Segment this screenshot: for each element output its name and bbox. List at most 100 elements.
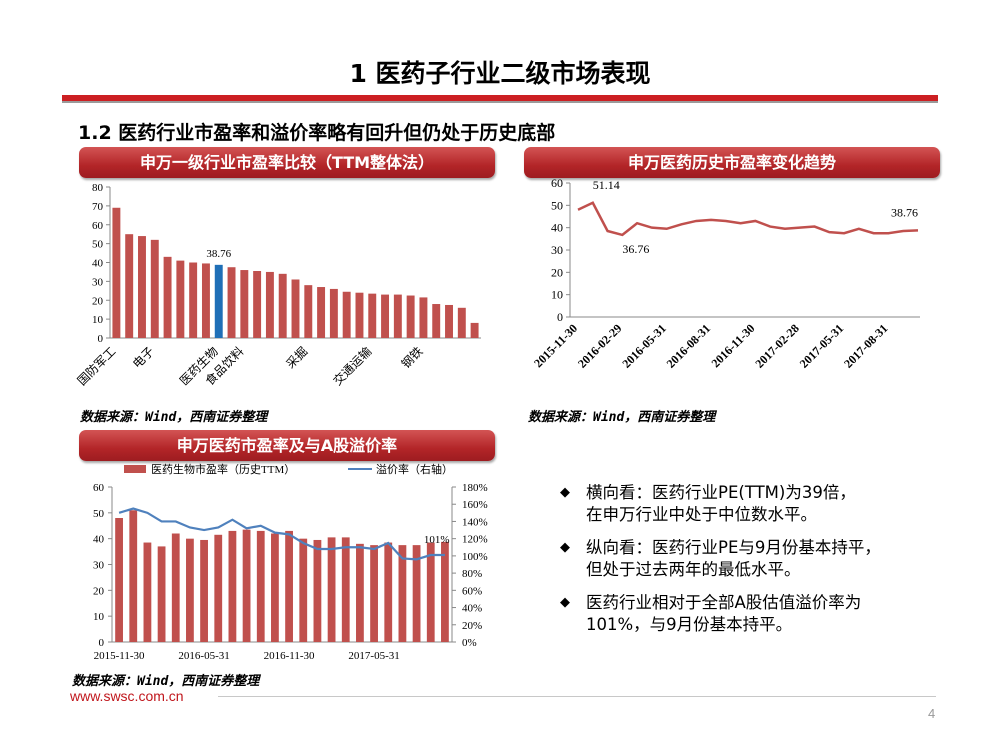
y-tick-label: 50 [551, 198, 563, 212]
footer-url-link[interactable]: www.swsc.com.cn [70, 688, 184, 704]
y-tick-label: 10 [92, 314, 104, 326]
y2-tick-label: 120% [462, 534, 488, 546]
bar [214, 264, 223, 338]
data-label: 38.76 [891, 205, 918, 219]
y-tick-label: 20 [93, 585, 105, 597]
legend-label: 医药生物市盈率（历史TTM） [151, 462, 295, 476]
bullet-line: 但处于过去两年的最低水平。 [586, 560, 801, 579]
bar [176, 260, 185, 338]
category-label: 国防军工 [74, 344, 119, 389]
y2-tick-label: 60% [462, 585, 482, 597]
bar [406, 295, 415, 338]
bar [240, 270, 249, 338]
bar [265, 271, 274, 338]
bar [368, 293, 377, 338]
bar [163, 256, 172, 338]
diamond-bullet-icon: ◆ [560, 595, 570, 610]
page-number: 4 [928, 706, 936, 721]
bar [285, 530, 293, 642]
bar [370, 545, 378, 642]
pe-trend-line [577, 201, 919, 237]
y-tick-label: 60 [551, 176, 563, 190]
section-subtitle: 1.2 医药行业市盈率和溢价率略有回升但仍处于历史底部 [78, 122, 556, 144]
y-tick-label: 30 [93, 560, 105, 572]
bar [393, 294, 402, 338]
bar [317, 287, 326, 338]
legend-swatch-bar [124, 465, 146, 473]
y2-tick-label: 100% [462, 551, 488, 563]
y-tick-label: 40 [92, 258, 104, 270]
title-accent-shadow [62, 101, 938, 103]
x-tick-label: 2017-05-31 [797, 321, 846, 370]
page-title: 1 医药子行业二级市场表现 [349, 59, 651, 88]
bar [125, 234, 134, 338]
category-label: 钢铁 [399, 344, 426, 371]
bar [150, 239, 159, 338]
y-tick-label: 50 [93, 508, 105, 520]
y2-tick-label: 40% [462, 603, 482, 615]
bar [157, 546, 166, 642]
bar [112, 207, 121, 338]
bar [432, 304, 441, 338]
bullet-line: 在申万行业中处于中位数水平。 [586, 505, 817, 524]
y-tick-label: 0 [98, 333, 104, 345]
category-label: 交通运输 [330, 344, 375, 389]
y-tick-label: 0 [557, 310, 563, 324]
y-tick-label: 0 [99, 637, 105, 649]
x-tick-label: 2017-08-31 [841, 321, 890, 370]
y-tick-label: 30 [551, 243, 563, 257]
y2-tick-label: 140% [462, 516, 488, 528]
data-label: 101% [424, 534, 450, 546]
bar [355, 292, 364, 338]
bar [256, 530, 265, 642]
source-note-2: 数据来源：Wind，西南证券整理 [528, 410, 716, 425]
bar [115, 518, 123, 642]
bar [200, 539, 208, 642]
bar [214, 534, 223, 642]
bar [201, 263, 210, 338]
bar [189, 262, 198, 338]
bullet-line: 纵向看：医药行业PE与9月份基本持平， [586, 538, 881, 557]
y-tick-label: 20 [551, 265, 563, 279]
category-label: 采掘 [283, 344, 311, 372]
bar [186, 538, 194, 642]
x-tick-label: 2016-05-31 [619, 321, 668, 370]
premium-line [118, 507, 445, 561]
bullet-list: ◆ 横向看：医药行业PE(TTM)为39倍， 在申万行业中处于中位数水平。 ◆ … [560, 482, 950, 647]
premium-banner: 申万医药市盈率及与A股溢价率 [79, 430, 495, 461]
bar [171, 533, 180, 642]
bar [227, 267, 236, 338]
bullet-line: 横向看：医药行业PE(TTM)为39倍， [586, 483, 856, 502]
bar [304, 285, 313, 338]
bar [445, 304, 453, 338]
y-tick-label: 10 [551, 288, 563, 302]
title-accent-bar [62, 95, 938, 101]
y-tick-label: 60 [93, 482, 105, 494]
bar [143, 542, 152, 642]
x-tick-label: 2017-05-31 [348, 650, 399, 662]
data-label: 36.76 [622, 242, 649, 256]
y2-tick-label: 160% [462, 499, 488, 511]
bar [398, 545, 407, 642]
industry-pe-banner: 申万一级行业市盈率比较（TTM整体法） [79, 147, 495, 178]
bar [441, 541, 449, 642]
y-tick-label: 50 [92, 239, 104, 251]
pe-trend-banner: 申万医药历史市盈率变化趋势 [524, 147, 940, 178]
y2-tick-label: 20% [462, 620, 482, 632]
y2-tick-label: 180% [462, 482, 488, 494]
footer-divider [218, 696, 936, 697]
legend-label: 溢价率（右轴） [376, 462, 453, 476]
bar [228, 530, 237, 642]
source-note-3: 数据来源：Wind，西南证券整理 [72, 674, 260, 689]
source-note-1: 数据来源：Wind，西南证券整理 [80, 410, 268, 425]
y-tick-label: 10 [93, 611, 105, 623]
bar [313, 539, 322, 642]
data-label: 51.14 [593, 178, 620, 192]
bar [253, 270, 262, 338]
bar [329, 288, 338, 338]
x-tick-label: 2016-08-31 [664, 321, 713, 370]
bullet-line: 101%，与9月份基本持平。 [586, 615, 793, 634]
diamond-bullet-icon: ◆ [560, 485, 570, 500]
bar [470, 322, 479, 338]
